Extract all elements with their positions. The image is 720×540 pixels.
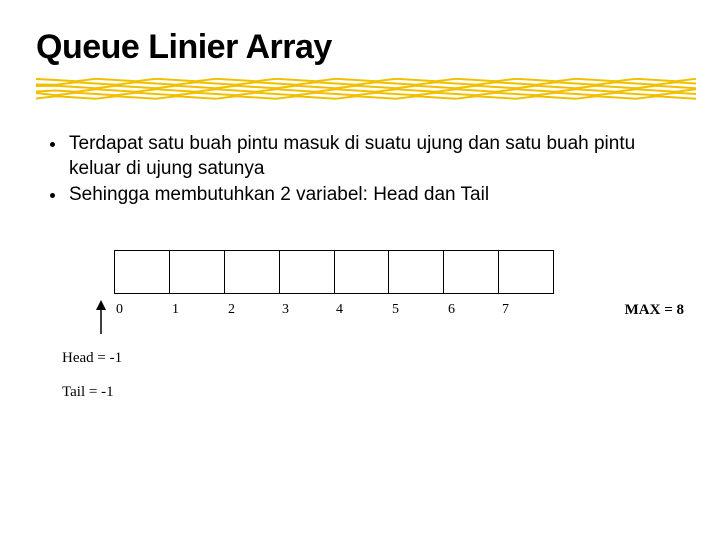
max-label: MAX = 8 — [625, 302, 684, 319]
tail-label: Tail = -1 — [62, 384, 114, 401]
index-label: 7 — [502, 302, 509, 318]
index-label: 3 — [282, 302, 289, 318]
bullet-item: Sehingga membutuhkan 2 variabel: Head da… — [50, 183, 650, 208]
bullet-text: Terdapat satu buah pintu masuk di suatu … — [69, 132, 650, 181]
array-cell — [499, 251, 553, 293]
index-label: 5 — [392, 302, 399, 318]
index-label: 1 — [172, 302, 179, 318]
index-label: 6 — [448, 302, 455, 318]
index-label: 4 — [336, 302, 343, 318]
index-label: 0 — [116, 302, 123, 318]
bullet-text: Sehingga membutuhkan 2 variabel: Head da… — [69, 183, 489, 208]
array-cell — [444, 251, 499, 293]
bullet-item: Terdapat satu buah pintu masuk di suatu … — [50, 132, 650, 181]
bullet-dot-icon — [50, 142, 55, 147]
array-cell — [389, 251, 444, 293]
array-cells — [114, 250, 554, 294]
array-cell — [335, 251, 390, 293]
array-indices: 0 1 2 3 4 5 6 7 — [100, 302, 660, 324]
arrow-up-icon — [94, 300, 108, 339]
queue-diagram: 01234567 Head = -1 Tail = -1 MAX = 8 — [100, 250, 660, 324]
head-label: Head = -1 — [62, 350, 122, 367]
bullet-dot-icon — [50, 193, 55, 198]
slide-title: Queue Linier Array — [0, 0, 720, 67]
title-underline — [36, 78, 696, 102]
array-cell — [170, 251, 225, 293]
array-cell — [115, 251, 170, 293]
bullet-list: Terdapat satu buah pintu masuk di suatu … — [50, 132, 650, 210]
array-cell — [225, 251, 280, 293]
index-label: 2 — [228, 302, 235, 318]
array-cell — [280, 251, 335, 293]
